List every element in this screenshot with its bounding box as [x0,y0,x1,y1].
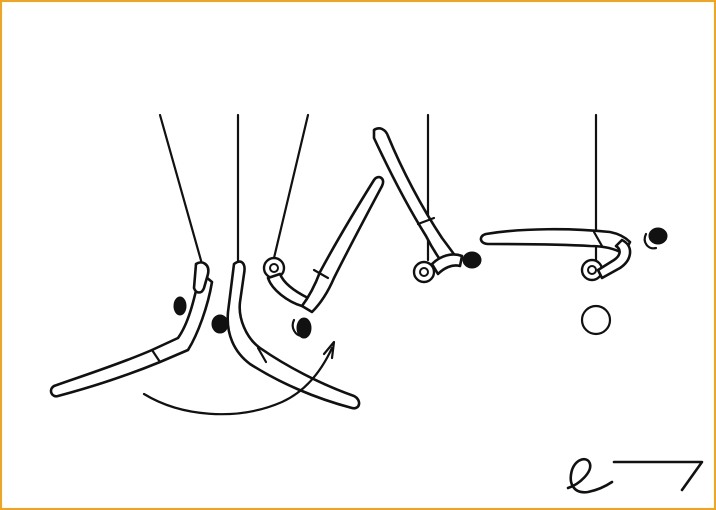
gymnast-figure-icon [372,127,482,284]
circle-marker-icon [580,304,612,336]
rope-icon [272,113,310,260]
gymnast-figure-icon [479,227,668,282]
gymnast-figure-icon [49,261,214,398]
motion-arrow-icon [142,346,334,416]
rope-icon [158,113,204,266]
symbol-icon [566,457,704,494]
gymnast-figure-icon [211,260,361,410]
gymnast-figure-icon [262,175,385,339]
ring-icon [412,260,436,284]
